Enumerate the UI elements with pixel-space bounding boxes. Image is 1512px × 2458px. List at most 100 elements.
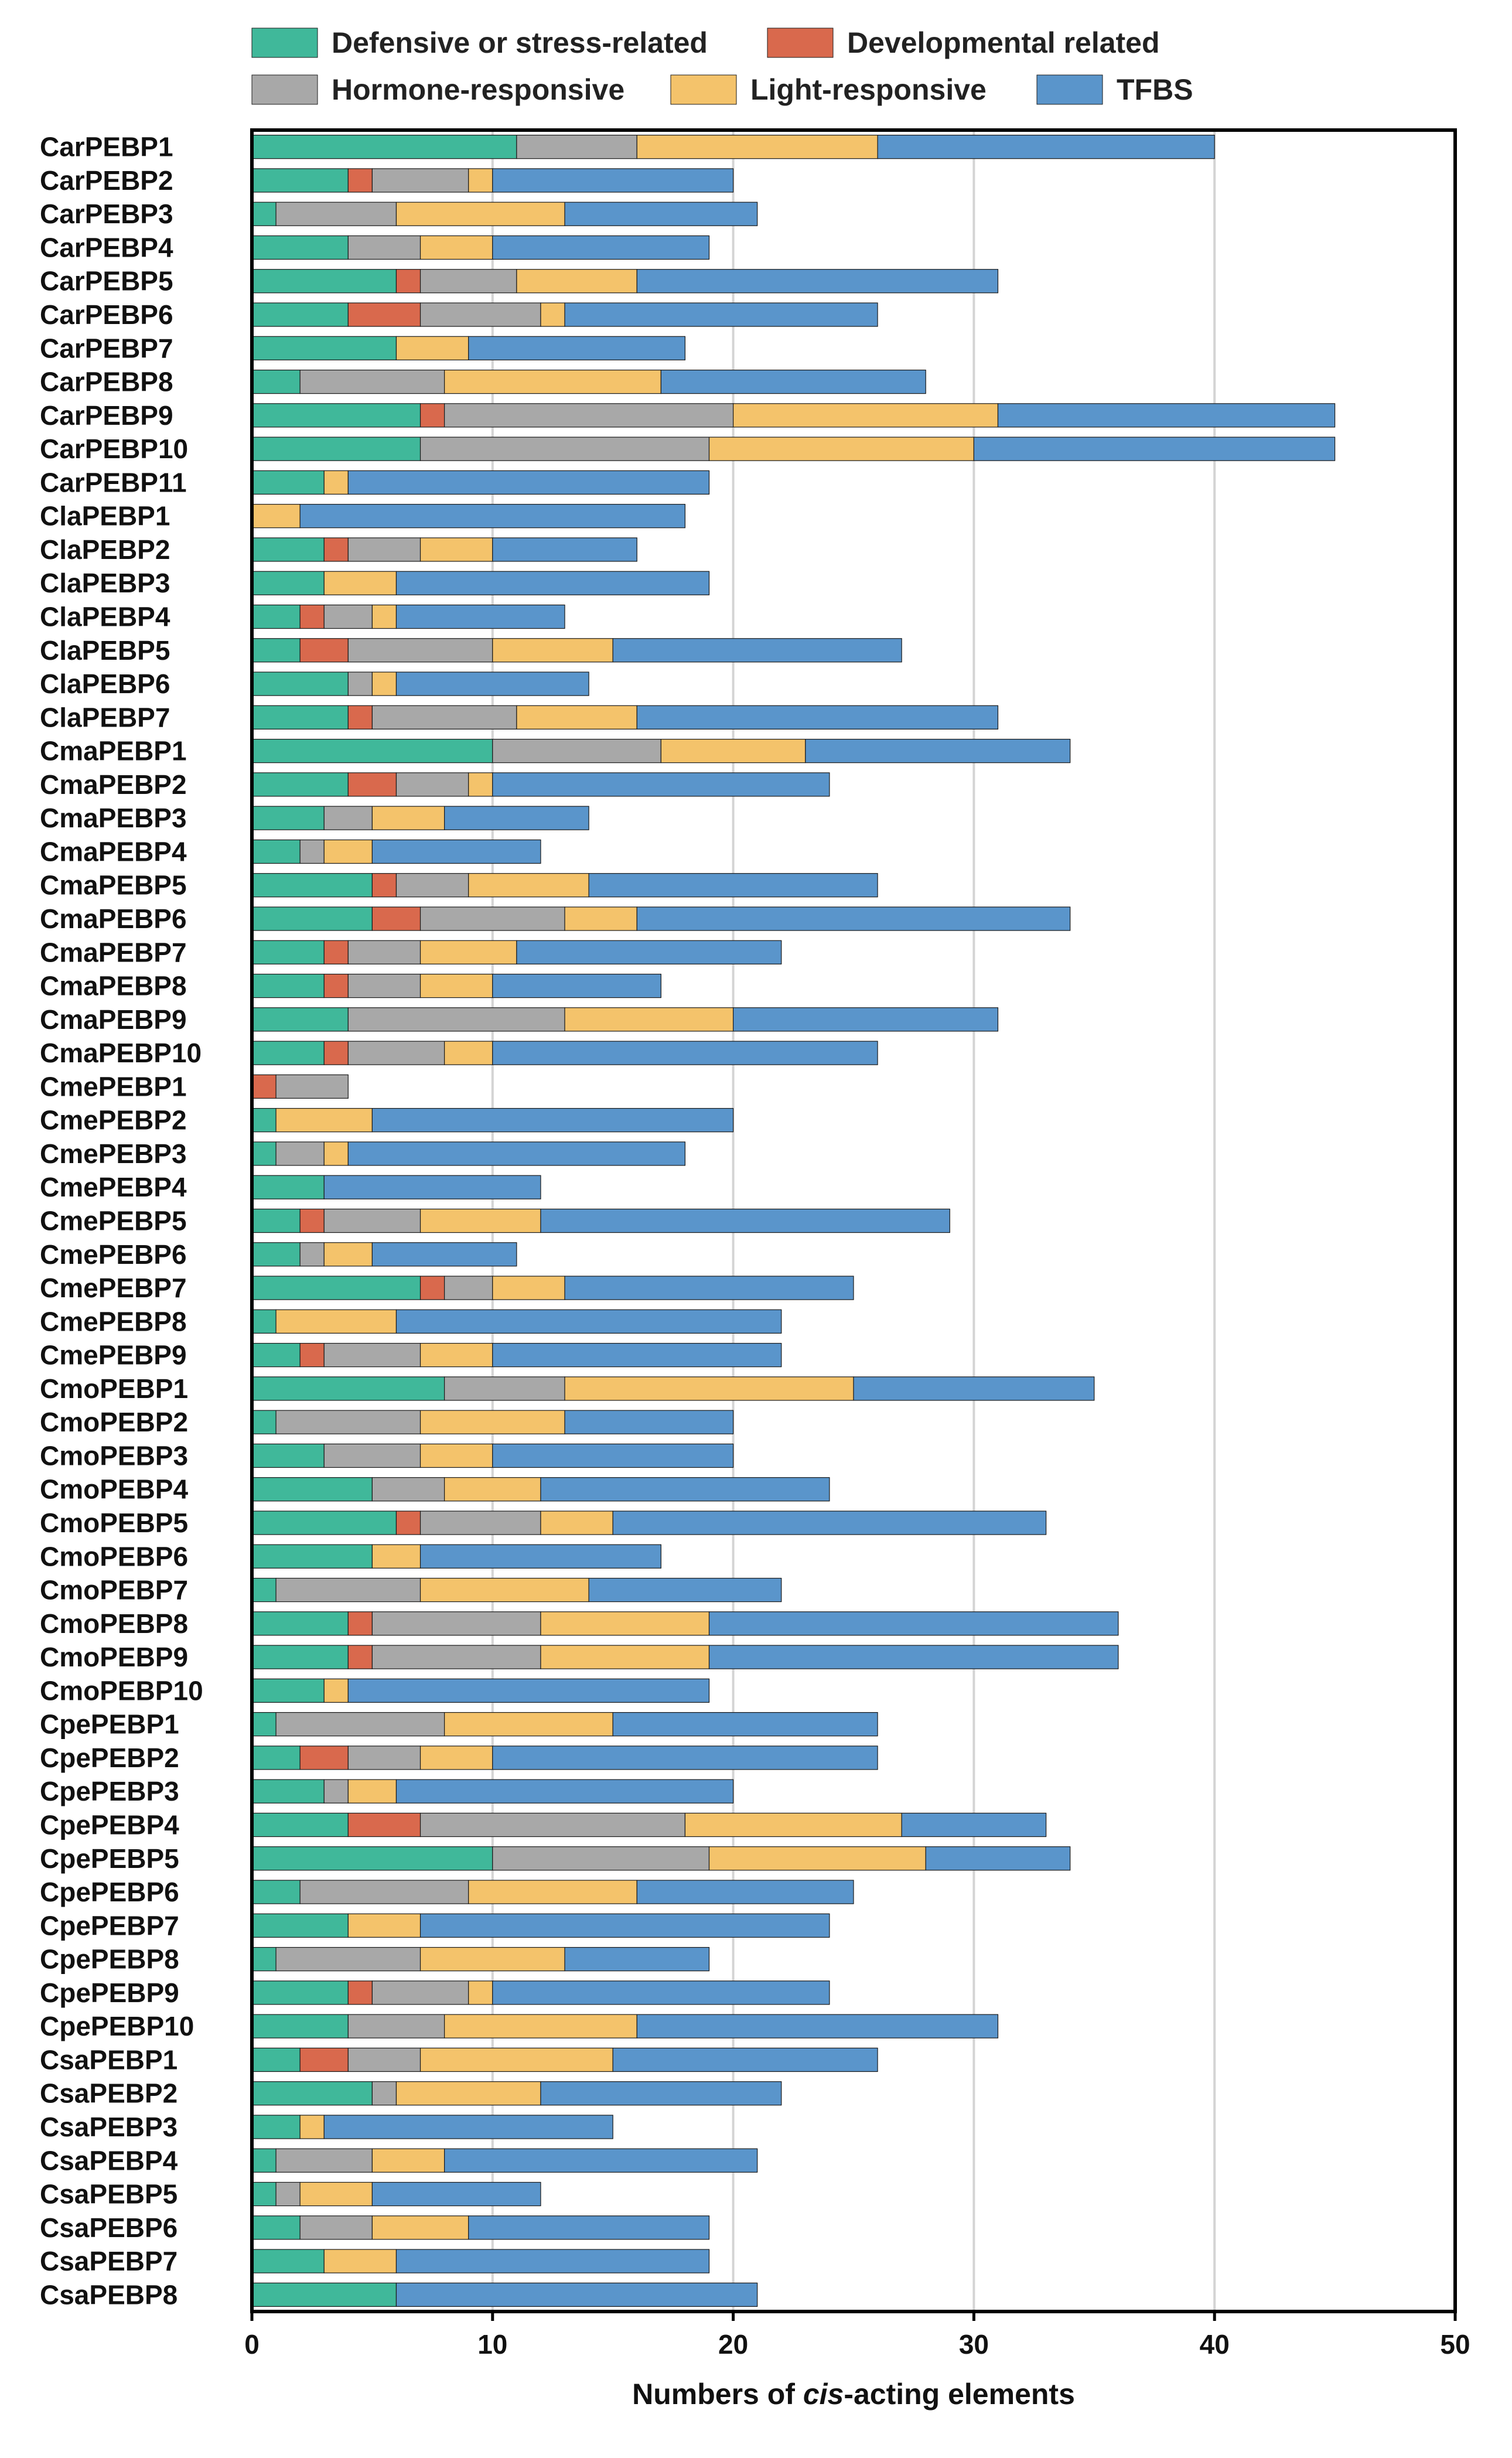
bar-CpePEBP5-defensive <box>251 1846 493 1871</box>
bar-ClaPEBP2-tfbs <box>492 537 637 562</box>
row-label-CpePEBP7: CpePEBP7 <box>40 1910 179 1941</box>
bar-row-CarPEBP7 <box>251 336 686 360</box>
row-label-CmaPEBP3: CmaPEBP3 <box>40 803 187 833</box>
bar-CarPEBP9-light <box>732 403 999 428</box>
row-label-CmePEBP8: CmePEBP8 <box>40 1306 187 1337</box>
bar-ClaPEBP6-tfbs <box>395 671 589 696</box>
bar-CsaPEBP7-tfbs <box>395 2249 710 2273</box>
row-label-CsaPEBP8: CsaPEBP8 <box>40 2279 178 2310</box>
bar-CmePEBP7-tfbs <box>564 1276 854 1300</box>
bar-CpePEBP7-light <box>347 1913 421 1938</box>
row-label-ClaPEBP2: ClaPEBP2 <box>40 534 170 565</box>
bar-CmaPEBP7-hormone <box>347 940 421 964</box>
bar-CpePEBP4-tfbs <box>901 1812 1047 1837</box>
bar-row-CmaPEBP2 <box>251 772 830 797</box>
bar-ClaPEBP4-defensive <box>251 604 301 629</box>
bar-CmePEBP6-defensive <box>251 1242 301 1267</box>
bar-CarPEBP10-tfbs <box>973 437 1336 461</box>
bar-CmaPEBP9-hormone <box>347 1007 565 1032</box>
bar-row-ClaPEBP6 <box>251 671 589 696</box>
bar-CsaPEBP2-hormone <box>371 2081 397 2106</box>
bar-CpePEBP7-tfbs <box>419 1913 830 1938</box>
bars <box>251 134 1336 2307</box>
bar-ClaPEBP7-defensive <box>251 705 349 729</box>
bar-CmePEBP7-defensive <box>251 1276 421 1300</box>
bar-CpePEBP8-tfbs <box>564 1946 710 1972</box>
bar-CmaPEBP1-defensive <box>251 738 493 763</box>
bar-CsaPEBP2-defensive <box>251 2081 373 2106</box>
bar-CarPEBP4-tfbs <box>492 235 710 260</box>
bar-CmoPEBP10-defensive <box>251 1678 325 1703</box>
bar-CmoPEBP1-hormone <box>444 1376 565 1401</box>
bar-CmaPEBP9-light <box>564 1007 734 1032</box>
row-label-CmePEBP3: CmePEBP3 <box>40 1138 187 1169</box>
legend-label-light: Light-responsive <box>750 73 987 106</box>
bar-CmaPEBP1-light <box>660 738 806 763</box>
legend-swatch-developmental <box>767 28 834 58</box>
row-label-CsaPEBP4: CsaPEBP4 <box>40 2145 178 2176</box>
bar-row-CarPEBP3 <box>251 202 758 226</box>
row-label-ClaPEBP6: ClaPEBP6 <box>40 669 170 699</box>
bar-CarPEBP8-defensive <box>251 369 301 394</box>
bar-row-CmoPEBP9 <box>251 1645 1119 1669</box>
bar-CmaPEBP3-tfbs <box>444 806 589 830</box>
bar-CpePEBP4-defensive <box>251 1812 349 1837</box>
bar-row-CmoPEBP2 <box>251 1410 734 1434</box>
bar-CmoPEBP9-tfbs <box>708 1645 1119 1669</box>
bar-CarPEBP1-hormone <box>516 134 637 159</box>
bar-CpePEBP1-tfbs <box>612 1712 878 1737</box>
bar-CmaPEBP5-tfbs <box>588 873 878 898</box>
x-axis-title-part-0: Numbers of <box>632 2378 803 2411</box>
bar-row-CarPEBP6 <box>251 302 878 327</box>
row-label-CmePEBP2: CmePEBP2 <box>40 1105 187 1136</box>
x-tick-label-0: 0 <box>244 2329 260 2360</box>
bar-CmoPEBP6-defensive <box>251 1544 373 1569</box>
bar-CpePEBP10-hormone <box>347 2014 445 2038</box>
bar-CpePEBP3-tfbs <box>395 1779 734 1804</box>
bar-CsaPEBP4-hormone <box>275 2148 373 2173</box>
bar-CmaPEBP3-light <box>371 806 445 830</box>
bar-ClaPEBP4-hormone <box>323 604 373 629</box>
row-label-CsaPEBP6: CsaPEBP6 <box>40 2212 178 2243</box>
legend-label-developmental: Developmental related <box>847 26 1160 59</box>
row-label-CmoPEBP5: CmoPEBP5 <box>40 1508 188 1538</box>
row-label-CmaPEBP4: CmaPEBP4 <box>40 836 187 867</box>
bar-row-CsaPEBP4 <box>251 2148 758 2173</box>
bar-CmePEBP2-tfbs <box>371 1108 734 1133</box>
bar-ClaPEBP7-tfbs <box>636 705 999 729</box>
bar-CmePEBP3-hormone <box>275 1141 325 1166</box>
row-label-CpePEBP5: CpePEBP5 <box>40 1843 179 1874</box>
bar-ClaPEBP4-developmental <box>299 604 325 629</box>
bar-CmaPEBP8-light <box>419 973 493 998</box>
row-label-CmoPEBP7: CmoPEBP7 <box>40 1575 188 1605</box>
bar-row-CpePEBP4 <box>251 1812 1047 1837</box>
x-tick-label-40: 40 <box>1200 2329 1230 2360</box>
bar-CmaPEBP1-hormone <box>492 738 661 763</box>
bar-CarPEBP1-defensive <box>251 134 517 159</box>
bar-CpePEBP6-hormone <box>299 1880 469 1904</box>
bar-ClaPEBP2-hormone <box>347 537 421 562</box>
bar-CpePEBP8-hormone <box>275 1946 421 1972</box>
bar-CsaPEBP4-defensive <box>251 2148 277 2173</box>
bar-CmoPEBP1-tfbs <box>853 1376 1095 1401</box>
bar-row-CpePEBP10 <box>251 2014 999 2038</box>
bar-row-CmoPEBP10 <box>251 1678 710 1703</box>
bar-CpePEBP9-defensive <box>251 1980 349 2005</box>
row-label-CmaPEBP7: CmaPEBP7 <box>40 937 187 967</box>
bar-row-CsaPEBP8 <box>251 2282 758 2307</box>
bar-CmaPEBP10-defensive <box>251 1041 325 1065</box>
row-label-CpePEBP10: CpePEBP10 <box>40 2011 194 2041</box>
bar-ClaPEBP2-light <box>419 537 493 562</box>
bar-CmePEBP2-defensive <box>251 1108 277 1133</box>
row-label-CmaPEBP2: CmaPEBP2 <box>40 769 187 800</box>
bar-CarPEBP8-hormone <box>299 369 445 394</box>
bar-CmoPEBP8-light <box>540 1611 710 1636</box>
bar-row-CarPEBP8 <box>251 369 926 394</box>
bar-row-CpePEBP6 <box>251 1880 854 1904</box>
bar-CmaPEBP4-light <box>323 839 373 864</box>
bar-CmePEBP3-defensive <box>251 1141 277 1166</box>
row-label-ClaPEBP4: ClaPEBP4 <box>40 602 170 632</box>
bar-CmaPEBP6-light <box>564 906 637 931</box>
bar-CarPEBP7-light <box>395 336 469 360</box>
bar-row-CarPEBP1 <box>251 134 1215 159</box>
